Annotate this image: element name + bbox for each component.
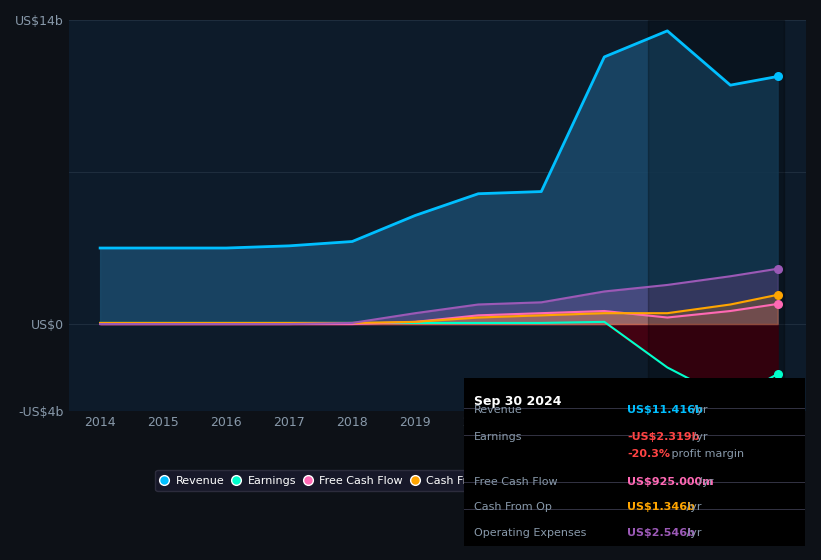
Text: /yr: /yr	[682, 528, 701, 538]
Text: Free Cash Flow: Free Cash Flow	[474, 477, 557, 487]
Legend: Revenue, Earnings, Free Cash Flow, Cash From Op, Operating Expenses: Revenue, Earnings, Free Cash Flow, Cash …	[155, 470, 645, 491]
Bar	[649, 20, 784, 411]
Point	[771, 370, 784, 379]
Text: Revenue: Revenue	[474, 405, 523, 415]
Text: US$1.346b: US$1.346b	[627, 502, 695, 512]
Text: /yr: /yr	[682, 502, 701, 512]
Point	[771, 290, 784, 299]
Text: US$925.000m: US$925.000m	[627, 477, 714, 487]
Text: Operating Expenses: Operating Expenses	[474, 528, 586, 538]
Text: Cash From Op: Cash From Op	[474, 502, 552, 512]
Point	[771, 72, 784, 81]
Text: US$2.546b: US$2.546b	[627, 528, 695, 538]
Text: US$11.416b: US$11.416b	[627, 405, 704, 415]
Text: Sep 30 2024: Sep 30 2024	[474, 395, 562, 408]
Text: /yr: /yr	[695, 477, 713, 487]
Text: -20.3%: -20.3%	[627, 449, 671, 459]
Point	[771, 264, 784, 273]
Text: profit margin: profit margin	[668, 449, 745, 459]
Text: -US$2.319b: -US$2.319b	[627, 432, 700, 442]
Text: Earnings: Earnings	[474, 432, 523, 442]
Point	[771, 300, 784, 309]
Text: /yr: /yr	[689, 432, 707, 442]
Text: /yr: /yr	[689, 405, 707, 415]
